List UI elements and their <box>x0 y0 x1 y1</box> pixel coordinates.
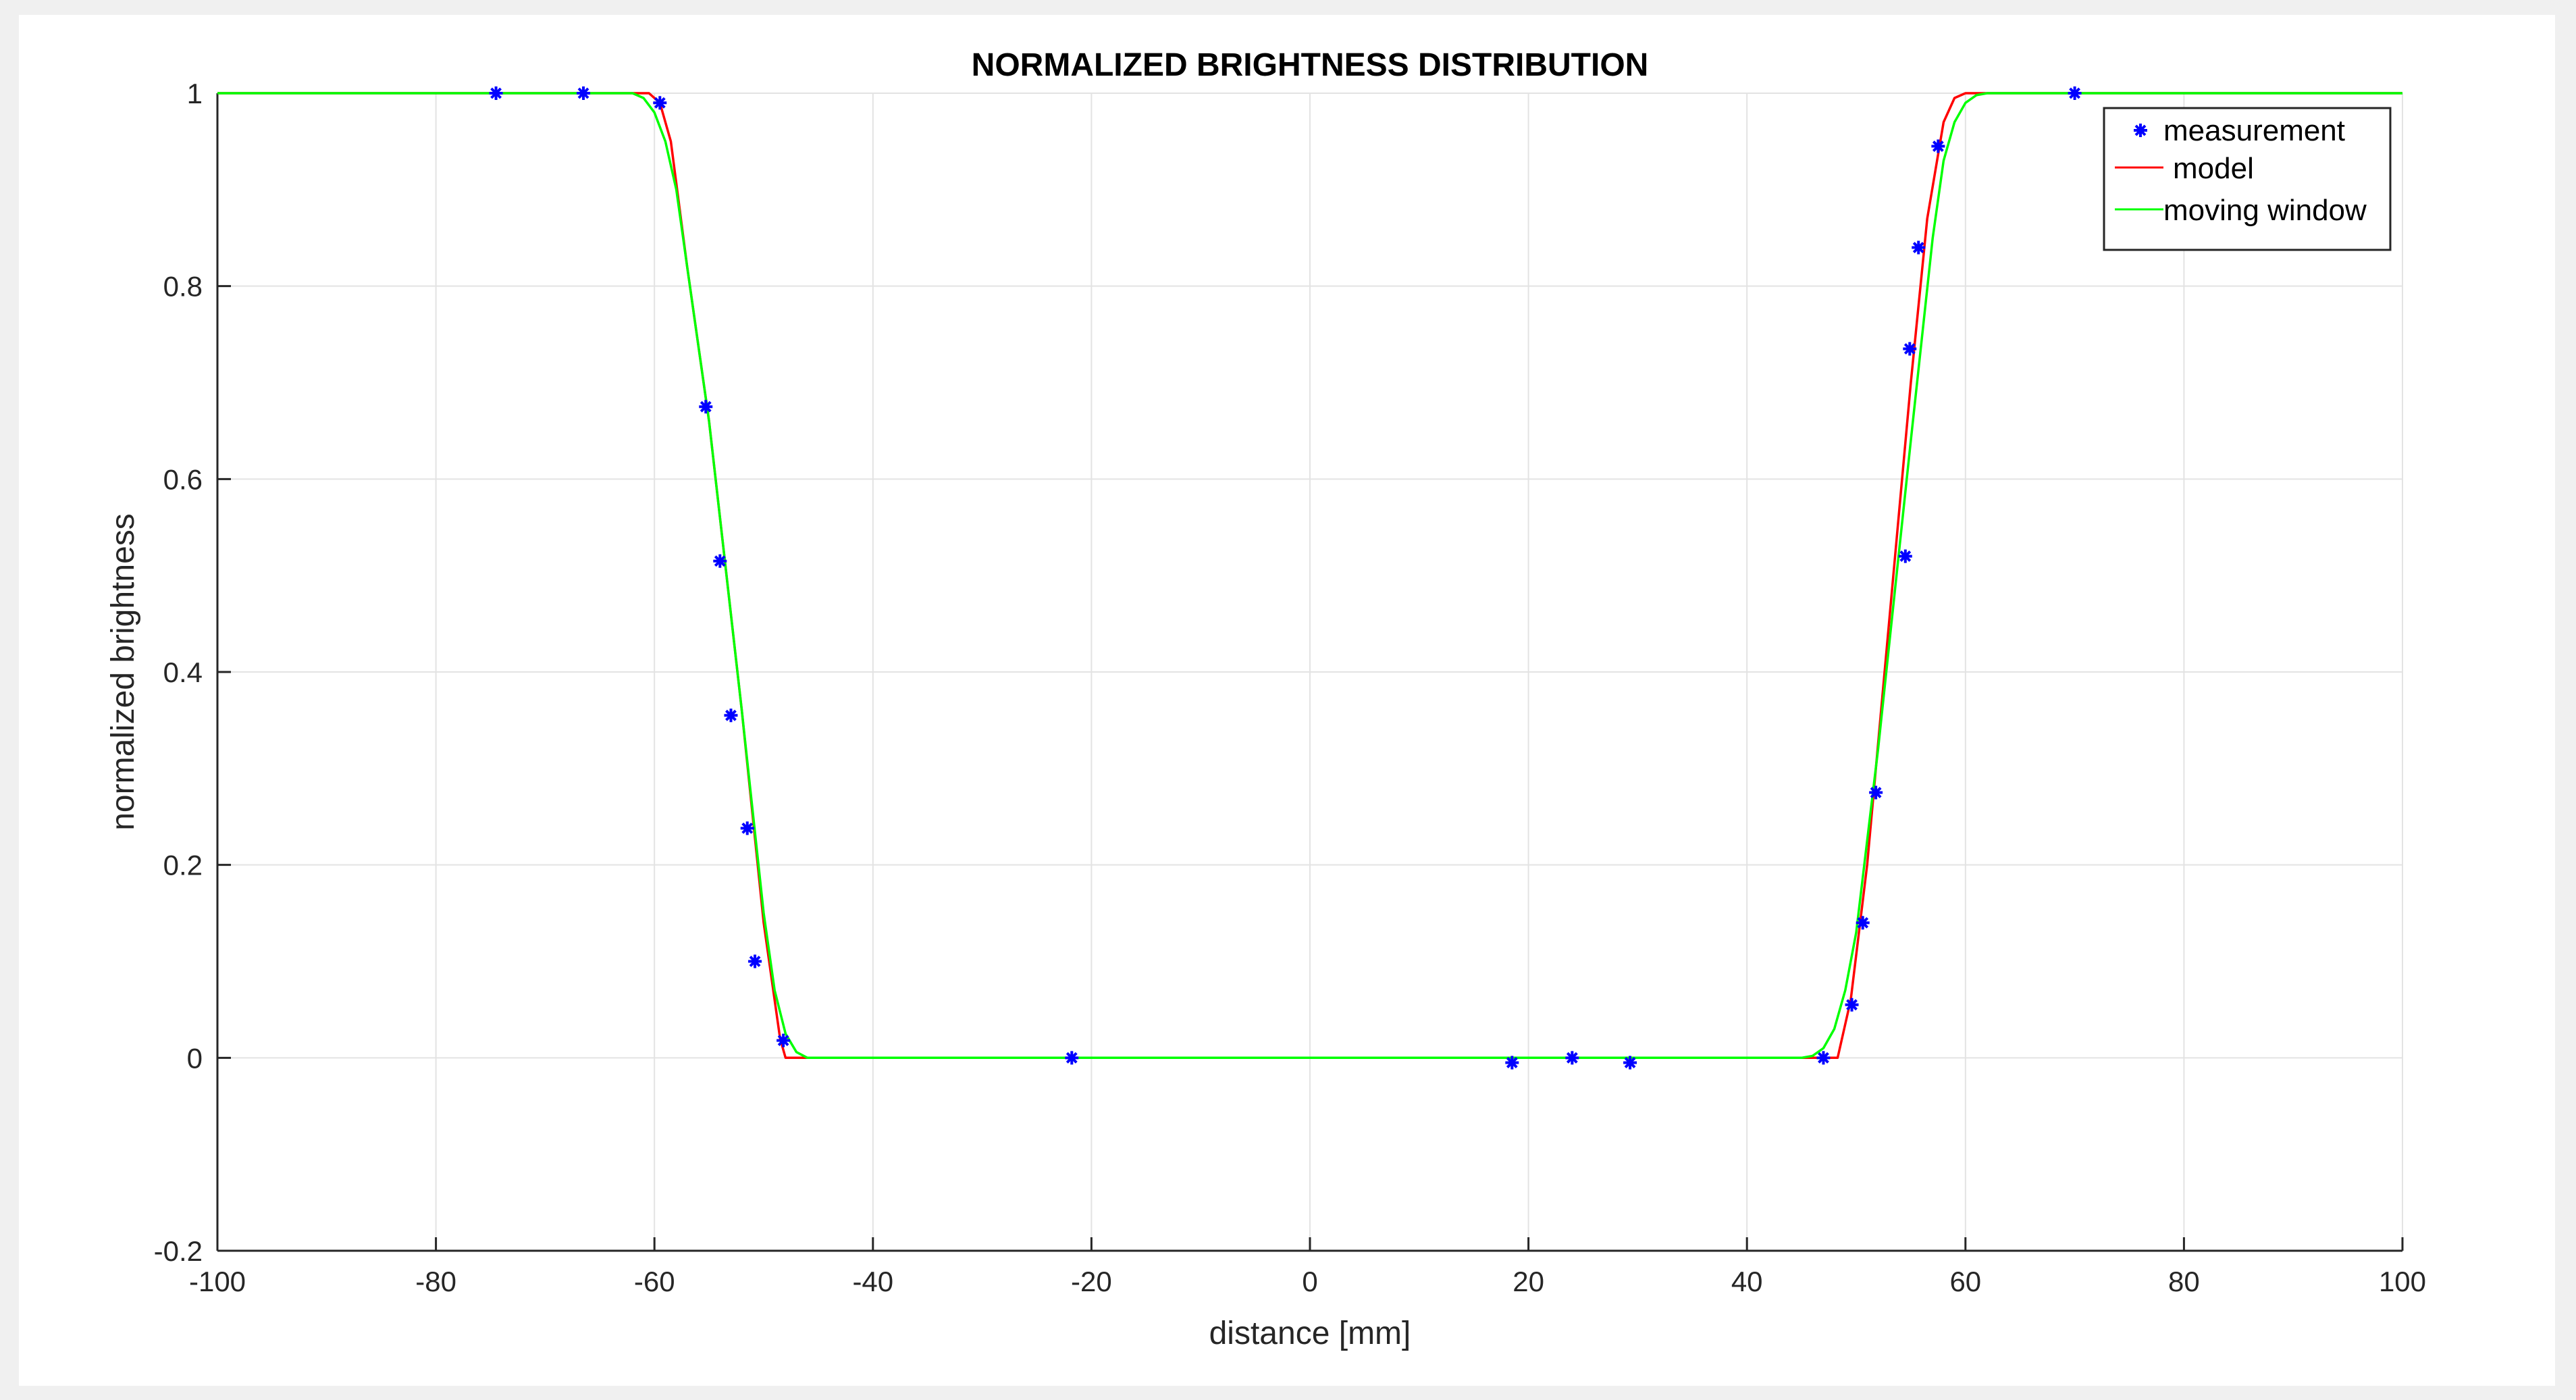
measurement-point <box>2068 86 2082 100</box>
axes <box>216 92 2404 1252</box>
figure-background: NORMALIZED BRIGHTNESS DISTRIBUTION -100-… <box>19 15 2555 1386</box>
measurement-point <box>1856 916 1870 930</box>
measurement-point <box>1845 997 1859 1012</box>
brightness-chart: NORMALIZED BRIGHTNESS DISTRIBUTION -100-… <box>105 47 2426 1351</box>
measurement-point <box>777 1033 791 1047</box>
measurement-point <box>1816 1051 1831 1065</box>
x-tick-label: -60 <box>634 1266 675 1297</box>
measurement-point <box>1903 342 1917 356</box>
legend-label-moving-window: moving window <box>2163 194 2367 227</box>
legend: measurement model moving window <box>2103 107 2392 251</box>
data-series <box>217 86 2402 1070</box>
series-line-moving-window <box>217 92 2402 1060</box>
measurement-point <box>653 96 667 110</box>
measurement-point <box>699 400 713 414</box>
y-tick-label: 0.2 <box>163 850 203 881</box>
measurement-point <box>1898 549 1912 563</box>
measurement-point <box>748 954 762 968</box>
x-tick-label: -100 <box>189 1266 246 1297</box>
y-tick-labels: -0.2 0 0.2 0.4 0.6 0.8 1 <box>154 78 203 1267</box>
x-tick-label: -40 <box>852 1266 893 1297</box>
x-tick-label: 40 <box>1731 1266 1763 1297</box>
measurement-point <box>740 821 754 835</box>
y-axis-label: normalized brightness <box>105 513 141 831</box>
measurement-point <box>1565 1051 1579 1065</box>
chart-title: NORMALIZED BRIGHTNESS DISTRIBUTION <box>972 47 1649 83</box>
measurement-point <box>724 708 738 723</box>
x-tick-labels: -100 -80 -60 -40 -20 0 20 40 60 80 100 <box>189 1266 2426 1297</box>
x-axis-label: distance [mm] <box>1209 1316 1411 1351</box>
grid-lines <box>217 93 2403 1251</box>
y-tick-label: 1 <box>187 78 203 109</box>
y-tick-label: -0.2 <box>154 1235 203 1267</box>
y-tick-label: 0.8 <box>163 271 203 303</box>
legend-box <box>2103 107 2392 251</box>
x-tick-label: 0 <box>1302 1266 1317 1297</box>
x-tick-label: 100 <box>2379 1266 2426 1297</box>
measurement-point <box>1623 1056 1637 1070</box>
y-tick-label: 0.6 <box>163 463 203 495</box>
x-tick-label: 60 <box>1949 1266 1981 1297</box>
legend-label-measurement: measurement <box>2163 114 2345 147</box>
y-tick-label: 0.4 <box>163 656 203 688</box>
measurement-point <box>713 554 727 568</box>
x-tick-label: 80 <box>2168 1266 2200 1297</box>
y-tick-label: 0 <box>187 1042 203 1074</box>
x-tick-label: -80 <box>415 1266 456 1297</box>
legend-marker-measurement <box>2134 124 2147 137</box>
measurement-point <box>1869 785 1883 800</box>
measurement-point <box>1931 139 1945 153</box>
legend-label-model: model <box>2173 152 2254 185</box>
measurement-point <box>1505 1056 1519 1070</box>
measurement-point <box>1912 240 1926 255</box>
x-tick-label: 20 <box>1513 1266 1544 1297</box>
measurement-point <box>577 86 591 100</box>
measurement-point <box>1065 1051 1079 1065</box>
x-tick-label: -20 <box>1071 1266 1112 1297</box>
measurement-point <box>489 86 503 100</box>
